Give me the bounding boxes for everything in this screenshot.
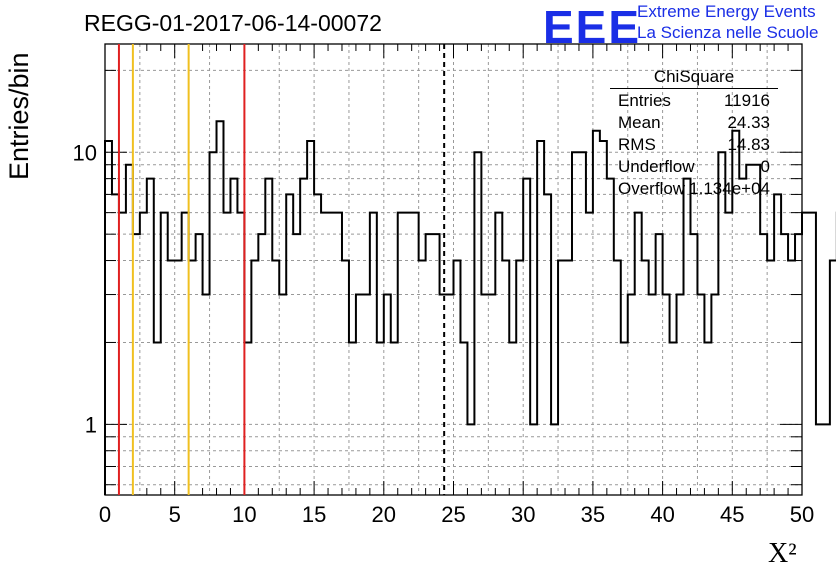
eee-logo: EEE: [543, 1, 642, 53]
stats-key: RMS: [618, 135, 656, 154]
y-tick-label: 1: [85, 412, 97, 437]
stats-box: ChiSquare Entries 11916 Mean 24.33 RMS 1…: [610, 67, 778, 199]
stats-row-underflow: Underflow 0: [610, 155, 778, 177]
stats-row-entries: Entries 11916: [610, 89, 778, 111]
stats-key: Overflow: [618, 179, 686, 198]
stats-key: Entries: [618, 91, 671, 110]
stats-value: 11916: [723, 91, 770, 110]
histogram-step-line: [104, 120, 836, 495]
x-tick-label: 50: [790, 502, 814, 527]
x-tick-label: 10: [232, 502, 256, 527]
y-axis-label: Entries/bin: [4, 52, 34, 180]
stats-value: 14.83: [727, 135, 770, 154]
x-tick-label: 20: [372, 502, 396, 527]
x-axis-label: X²: [768, 538, 797, 569]
stats-row-rms: RMS 14.83: [610, 133, 778, 155]
x-tick-label: 25: [441, 502, 465, 527]
stats-row-mean: Mean 24.33: [610, 111, 778, 133]
x-tick-label: 30: [511, 502, 535, 527]
stats-key: Underflow: [618, 157, 695, 176]
stats-value: 0: [760, 157, 770, 176]
x-tick-label: 35: [581, 502, 605, 527]
stats-value: 1.134e+04: [689, 179, 770, 198]
y-tick-label: 10: [73, 140, 97, 165]
x-tick-label: 0: [99, 502, 111, 527]
chart-title: REGG-01-2017-06-14-00072: [84, 10, 382, 36]
stats-key: Mean: [618, 113, 661, 132]
stats-value: 24.33: [727, 113, 770, 132]
stats-row-overflow: Overflow 1.134e+04: [610, 177, 778, 199]
x-tick-label: 5: [169, 502, 181, 527]
logo-line-2: La Scienza nelle Scuole: [637, 23, 819, 42]
x-tick-label: 15: [302, 502, 326, 527]
x-tick-label: 40: [650, 502, 674, 527]
logo-line-1: Extreme Energy Events: [637, 2, 816, 21]
x-tick-label: 45: [720, 502, 744, 527]
stats-title: ChiSquare: [610, 67, 778, 89]
